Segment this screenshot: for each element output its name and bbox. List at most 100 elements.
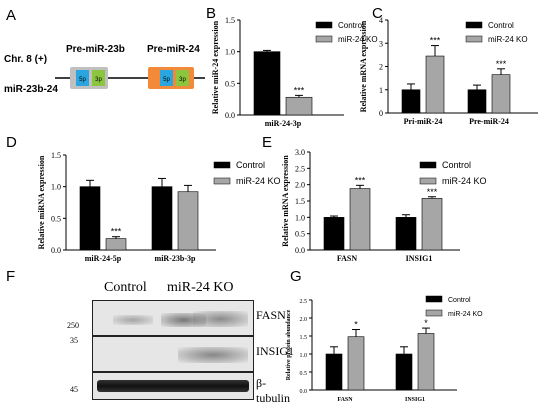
gene-diagram: 5p 3p 5p 3p — [55, 67, 205, 89]
legend-swatch-e — [419, 177, 437, 185]
legend-swatch-b — [315, 21, 333, 29]
y-axis-label-b: Relative miR-24 expression — [211, 20, 220, 114]
significance-d: *** — [111, 227, 122, 237]
blot-beta-tubulin — [92, 372, 254, 400]
gene-cluster-label: miR-23b-24 — [4, 84, 58, 95]
y-tick-label-d: 1.0 — [51, 183, 61, 192]
arm-5p-text-1: 5p — [79, 77, 86, 83]
marker-45: 45 — [70, 385, 78, 394]
y-tick-label-e: 2.0 — [295, 181, 305, 190]
y-tick-label-c: 0 — [379, 109, 383, 118]
y-tick-label-g: 2.5 — [300, 299, 308, 305]
blot-label-insig1: INSIG1 — [256, 344, 294, 358]
legend-swatch-d — [213, 177, 231, 185]
y-tick-label-b: 1.0 — [225, 48, 235, 57]
legend-swatch-g — [425, 295, 443, 303]
y-tick-label-c: 3 — [379, 39, 383, 48]
panel-label-g: G — [290, 268, 302, 285]
significance-g: * — [354, 320, 358, 330]
pre-mir-23b-label: Pre-miR-23b — [66, 44, 125, 55]
legend-label-d: Control — [236, 160, 265, 170]
y-axis-label-g: Relative protein abundance — [286, 309, 292, 380]
y-tick-label-b: 1.5 — [225, 16, 235, 25]
legend-label-d: miR-24 KO — [236, 176, 281, 186]
arm-5p-box-2 — [160, 70, 173, 86]
y-tick-label-g: 0.5 — [300, 371, 308, 377]
y-tick-label-e: 0.5 — [295, 230, 305, 239]
blot-label-beta-tubulin: β-tubulin — [256, 376, 291, 405]
panel-label-f: F — [6, 268, 16, 285]
x-tick-label-d: miR-24-5p — [85, 254, 122, 263]
y-tick-label-g: 1.5 — [300, 335, 308, 341]
y-tick-label-e: 1.0 — [295, 213, 305, 222]
blot-fasn — [92, 300, 254, 336]
legend-label-e: miR-24 KO — [442, 176, 487, 186]
arm-3p-text-1: 3p — [95, 77, 102, 83]
bar-g — [395, 353, 413, 391]
arm-3p-box-1 — [92, 70, 105, 86]
panel-label-e: E — [262, 134, 273, 151]
bar-b — [253, 51, 281, 116]
significance-c: *** — [430, 36, 441, 46]
y-tick-label-b: 0.0 — [225, 111, 235, 120]
y-tick-label-g: 1.0 — [300, 353, 308, 359]
arm-5p-text-2: 5p — [163, 77, 170, 83]
pre-mir-24-label: Pre-miR-24 — [147, 44, 200, 55]
arm-3p-box-2 — [176, 70, 189, 86]
bar-g — [347, 336, 365, 391]
significance-e: *** — [427, 187, 438, 197]
significance-c: *** — [496, 59, 507, 69]
legend-label-c: miR-24 KO — [488, 35, 528, 44]
panel-label-c: C — [372, 5, 383, 22]
x-tick-label-e: INSIG1 — [406, 254, 433, 263]
legend-swatch-b — [315, 35, 333, 43]
panel-a: A Chr. 8 (+) miR-23b-24 Pre-miR-23b Pre-… — [0, 0, 210, 130]
blot-header-control: Control — [104, 280, 147, 295]
blot-insig1 — [92, 336, 254, 372]
legend-label-e: Control — [442, 160, 471, 170]
x-tick-label-e: FASN — [337, 254, 358, 263]
y-tick-label-c: 1 — [379, 86, 383, 95]
y-axis-label-d: Relative miRNA expression — [37, 155, 46, 249]
panel-label-b: B — [206, 5, 217, 22]
y-tick-label-d: 0.5 — [51, 214, 61, 223]
y-tick-label-e: 3.0 — [295, 148, 305, 157]
legend-swatch-g — [425, 309, 443, 317]
legend-swatch-d — [213, 161, 231, 169]
y-axis-label-c: Relative mRNA expression — [359, 20, 368, 112]
legend-swatch-c — [465, 21, 483, 29]
panel-label-a: A — [6, 7, 17, 24]
y-tick-label-g: 2.0 — [300, 317, 308, 323]
bar-g — [417, 333, 435, 391]
y-tick-label-d: 0.0 — [51, 246, 61, 255]
legend-swatch-c — [465, 35, 483, 43]
marker-35: 35 — [70, 336, 78, 345]
arm-3p-text-2: 3p — [179, 77, 186, 83]
bar-g — [325, 353, 343, 391]
y-axis-label-e: Relative mRNA expression — [281, 155, 290, 247]
legend-label-g: miR-24 KO — [448, 311, 483, 318]
significance-g: * — [424, 318, 428, 328]
x-tick-label-g: FASN — [337, 397, 353, 403]
significance-e: *** — [355, 175, 366, 185]
legend-label-g: Control — [448, 297, 471, 304]
y-tick-label-b: 0.5 — [225, 79, 235, 88]
legend-label-b: Control — [338, 21, 364, 30]
panel-f: Control miR-24 KO 250 35 45 FASN INSIG1 … — [0, 270, 294, 408]
blot-header-ko: miR-24 KO — [167, 280, 234, 295]
x-tick-label-c: Pre-miR-24 — [469, 117, 509, 126]
legend-label-b: miR-24 KO — [338, 35, 378, 44]
y-tick-label-e: 0.0 — [295, 246, 305, 255]
y-tick-label-g: 0.0 — [300, 389, 308, 395]
arm-5p-box-1 — [76, 70, 89, 86]
significance-b: *** — [294, 85, 305, 95]
legend-label-c: Control — [488, 21, 514, 30]
legend-swatch-e — [419, 161, 437, 169]
marker-250: 250 — [67, 321, 79, 330]
panel-label-d: D — [6, 134, 17, 151]
chromosome-label: Chr. 8 (+) — [4, 54, 48, 65]
x-tick-label-b: miR-24-3p — [265, 119, 302, 128]
